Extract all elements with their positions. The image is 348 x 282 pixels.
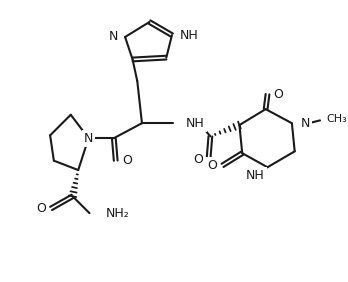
Text: O: O — [207, 159, 217, 172]
Text: NH: NH — [186, 117, 205, 130]
Text: N: N — [84, 132, 93, 145]
Text: N: N — [300, 117, 310, 130]
Text: O: O — [122, 154, 132, 167]
Text: NH: NH — [180, 28, 198, 42]
Text: O: O — [193, 153, 203, 166]
Text: O: O — [273, 88, 283, 101]
Text: NH₂: NH₂ — [105, 207, 129, 220]
Text: CH₃: CH₃ — [326, 114, 347, 124]
Text: NH: NH — [246, 169, 265, 182]
Text: O: O — [37, 202, 46, 215]
Text: N: N — [109, 30, 119, 43]
